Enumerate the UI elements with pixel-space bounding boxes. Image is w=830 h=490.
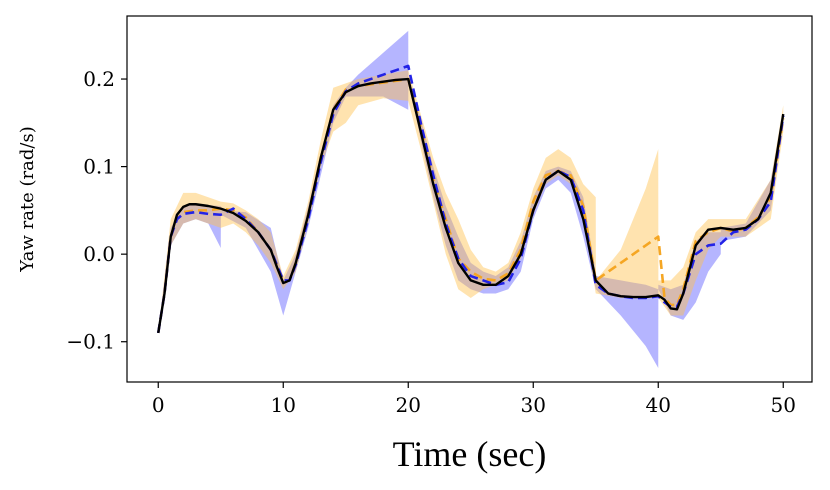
- y-tick-label: −0.1: [66, 330, 115, 354]
- axis-ticks: 0 10 20 30 40 50 −0.1 0.0 0.1 0.2: [66, 67, 796, 417]
- x-tick-label: 30: [521, 393, 546, 417]
- y-tick-label: 0.0: [83, 242, 115, 266]
- prediction-lines: [156, 64, 785, 334]
- x-tick-label: 10: [271, 393, 296, 417]
- series-line-2: [156, 64, 785, 334]
- y-tick-label: 0.1: [83, 155, 115, 179]
- x-tick-label: 40: [646, 393, 671, 417]
- x-tick-label: 20: [396, 393, 421, 417]
- plot-frame: [126, 15, 813, 383]
- uncertainty-band-2: [158, 70, 784, 333]
- uncertainty-bands: [158, 30, 784, 368]
- uncertainty-band-1: [158, 30, 784, 368]
- x-axis-title: Time (sec): [393, 434, 547, 474]
- y-tick-label: 0.2: [83, 67, 115, 91]
- x-tick-label: 50: [771, 393, 796, 417]
- y-axis-title: Yaw rate (rad/s): [17, 126, 38, 273]
- x-tick-label: 0: [152, 393, 165, 417]
- series-line-1: [157, 77, 785, 334]
